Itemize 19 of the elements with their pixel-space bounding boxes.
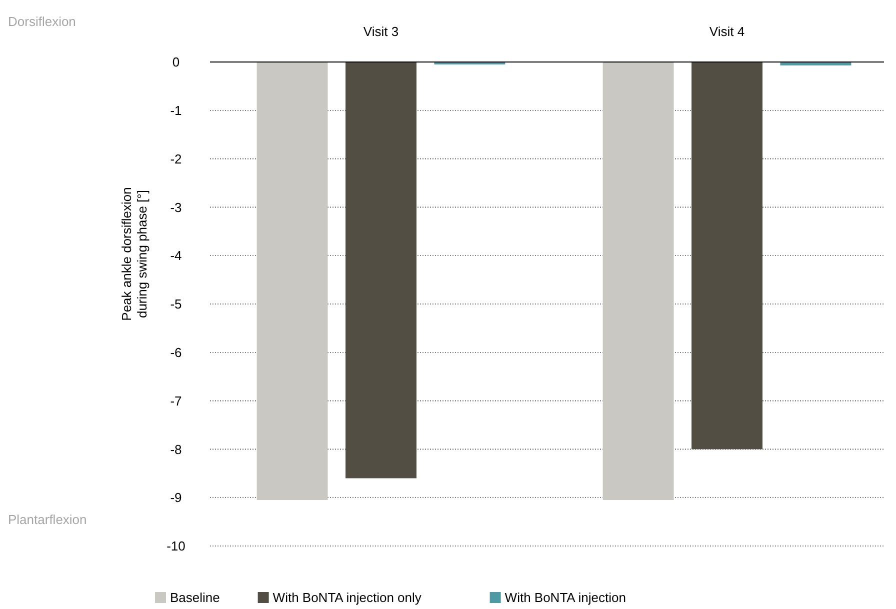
y-tick-label: -4 bbox=[170, 248, 182, 264]
y-tick-label: -5 bbox=[170, 296, 182, 312]
legend-label: Baseline bbox=[170, 590, 220, 605]
y-tick-label: -1 bbox=[170, 102, 182, 118]
x-tick-label: Visit 4 bbox=[709, 24, 745, 39]
legend-label: With BoNTA injection only bbox=[272, 590, 422, 605]
y-tick-label: -2 bbox=[170, 151, 182, 166]
y-tick-label: -7 bbox=[170, 393, 182, 408]
text: Plantarflexion bbox=[8, 512, 87, 527]
y-tick-label: -10 bbox=[166, 538, 186, 554]
y-tick-label: -8 bbox=[170, 442, 182, 457]
y-tick-label: -6 bbox=[170, 344, 182, 360]
legend-label: With BoNTA injection bbox=[504, 590, 626, 605]
text: Dorsiflexion bbox=[8, 14, 76, 29]
y-tick-label: 0 bbox=[172, 54, 180, 70]
y-tick-label: -3 bbox=[170, 200, 182, 215]
y-axis-title: Peak ankle dorsiflexion during swing phase [°] bbox=[119, 187, 150, 321]
x-tick-label: Visit 3 bbox=[363, 24, 399, 39]
y-tick-label: -9 bbox=[170, 490, 182, 506]
